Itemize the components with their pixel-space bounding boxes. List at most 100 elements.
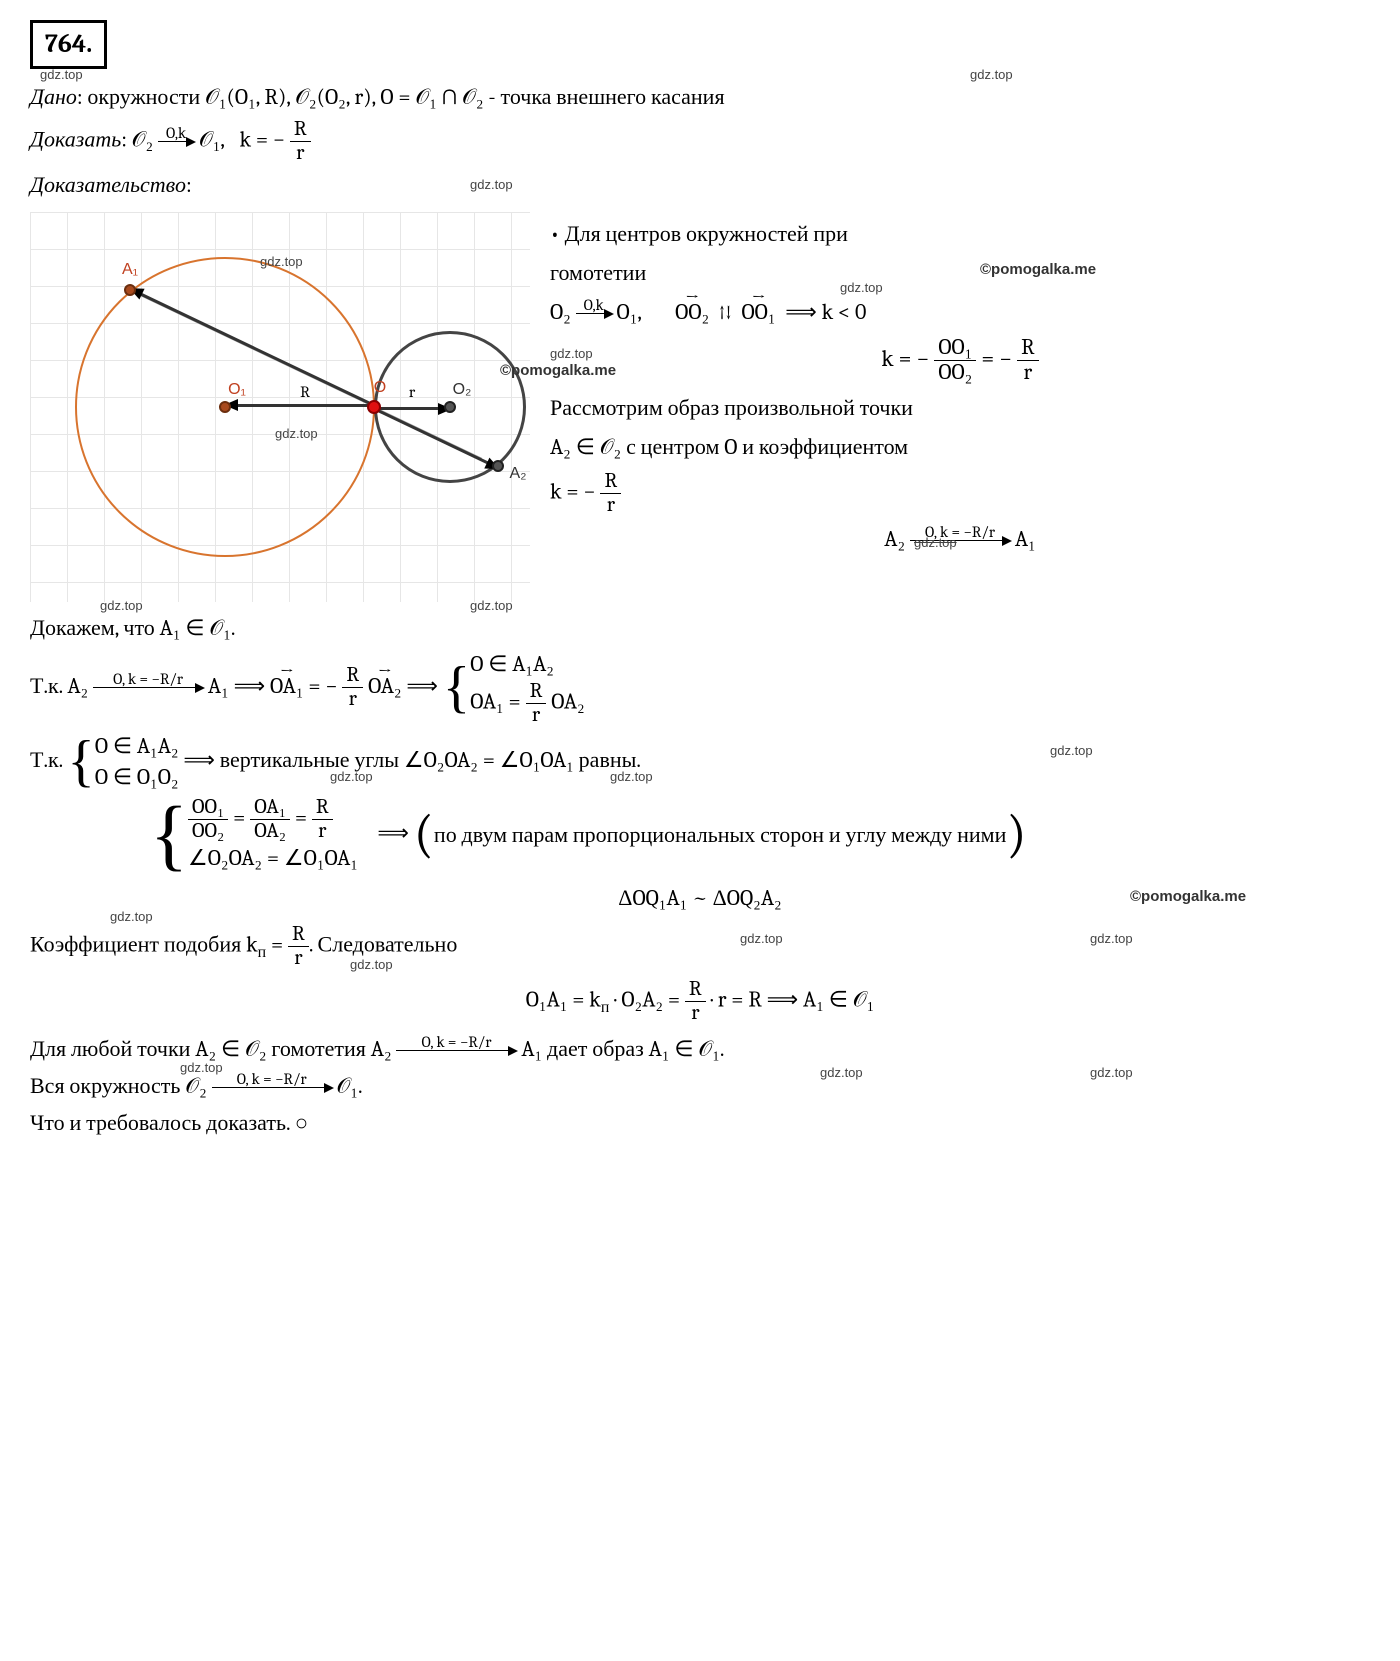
k-den: r [290, 142, 311, 165]
k-pre: k = − [881, 345, 929, 372]
s3-p1: по двум парам пропорциональных [434, 822, 755, 848]
kf-mid: = − [981, 345, 1012, 372]
s3-n2: OA₁ [250, 796, 290, 820]
tk1-fn: R [342, 664, 363, 688]
whole-to: 𝒪₁ [337, 1073, 359, 1099]
point-o1 [219, 401, 231, 413]
r-l1: • Для центров окружностей при [550, 218, 1370, 251]
vec-oa2: OA₂ [368, 670, 401, 703]
coef-post: . Следовательно [309, 932, 458, 958]
label-o1: O₁ [228, 378, 246, 402]
wm-pmg: ©pomogalka.me [980, 259, 1096, 282]
wm-gdz: gdz.top [740, 929, 783, 949]
prove-from: 𝒪₂ [132, 127, 154, 153]
s3-r2: ∠O₂OA₂ = ∠O₁OA₁ [188, 843, 358, 874]
prove-line: Доказать: 𝒪₂ O,k 𝒪₁, k = − Rr [30, 118, 1370, 165]
fe-d: r [685, 1002, 706, 1025]
label-R: R [300, 380, 310, 404]
given-o2: 𝒪₂(O₂, r) [295, 84, 372, 110]
vec-oo1: OO₁ [741, 296, 775, 329]
proof-label-line: Доказательство: gdz.top [30, 169, 1370, 202]
kag-d: r [600, 494, 621, 517]
fe-l: O₁A₁ = k [526, 987, 601, 1013]
given-label: Дано [30, 84, 77, 110]
consider1: Рассмотрим образ произвольной точки [550, 392, 1370, 425]
arrow-over: O,k [158, 122, 194, 145]
similar-triangles: ΔOQ₁A₁ ~ ΔOQ₂A₂ [618, 885, 781, 911]
wm-gdz: gdz.top [914, 533, 957, 553]
kf-d1: OO₂ [934, 361, 976, 385]
kf-d2: r [1017, 361, 1038, 385]
wm-gdz: gdz.top [40, 65, 83, 85]
fe-m1: · O₂A₂ = [609, 987, 685, 1013]
fe-n: R [685, 978, 706, 1002]
wm-gdz: gdz.top [840, 278, 883, 298]
kf-n2: R [1017, 336, 1038, 361]
s3-p2: сторон и углу между ними [760, 822, 1006, 848]
r-l2: гомотетии [550, 260, 646, 286]
k-eq: k = − [239, 127, 285, 153]
wm-gdz: gdz.top [970, 65, 1013, 85]
tk1-s2n: R [526, 680, 547, 704]
geometry-diagram: A₁ O₁ O O₂ A₂ R r gdz.top gdz.top [30, 212, 530, 602]
label-r-small: r [409, 380, 415, 404]
a2a1-from: A₂ [884, 526, 905, 552]
any-to: A₁ [521, 1036, 542, 1062]
right-column: • Для центров окружностей при гомотетии … [550, 212, 1370, 562]
tk2-sys1: O ∈ A₁A₂ [95, 731, 179, 762]
s3-n3: R [312, 796, 333, 820]
tk2-impl: ⟹ вертикальные углы ∠O₂OA₂ = ∠O₁OA₁ равн… [183, 747, 641, 773]
tk1-fd: r [342, 688, 363, 711]
tk1-impl2: ⟹ [406, 673, 442, 699]
s3-impl: ⟹ [373, 820, 414, 846]
tk1-sys1: O ∈ A₁A₂ [470, 649, 585, 680]
wm-gdz: gdz.top [1050, 741, 1093, 761]
s3-eq1: = [233, 805, 250, 831]
cmap-over: O,k [576, 294, 612, 317]
s3-eq2: = [295, 805, 312, 831]
impl-kneg: ⟹ k < 0 [785, 299, 866, 325]
coef-eq: = [266, 932, 288, 958]
cmap-from: O₂ [550, 299, 571, 325]
any-from: A₂ [371, 1036, 392, 1062]
arrow-r-small [374, 407, 450, 410]
wm-gdz: gdz.top [470, 596, 513, 616]
wm-gdz: gdz.top [260, 252, 303, 272]
given-line: gdz.top gdz.top Дано: окружности 𝒪₁(O₁, … [30, 81, 1370, 114]
point-o2 [444, 401, 456, 413]
problem-number: 764. [30, 20, 107, 69]
wm-gdz: gdz.top [1090, 929, 1133, 949]
arrow-r [226, 404, 374, 407]
any-over: O, k = −R/r [396, 1031, 516, 1054]
label-a1: A₁ [122, 258, 138, 282]
tk1-impl1: ⟹ [234, 673, 270, 699]
label-a2: A₂ [510, 462, 527, 486]
wm-gdz: gdz.top [275, 424, 318, 444]
prove-a1: Докажем, что A₁ ∈ 𝒪₁. [30, 615, 235, 641]
qed: Что и требовалось доказать. ○ [30, 1107, 1370, 1140]
wm-gdz: gdz.top [330, 767, 373, 787]
point-o [367, 400, 381, 414]
consider2a: A₂ ∈ 𝒪₂ [550, 434, 621, 460]
coef-n: R [288, 923, 309, 947]
given-t2: , O = 𝒪₁ ∩ 𝒪₂ - точка внешнего касания [372, 84, 725, 110]
s3-d2: OA₂ [250, 820, 290, 843]
tk2-sys2: O ∈ O₁O₂ [95, 762, 179, 793]
tk1-sys2b: OA₂ [551, 688, 584, 714]
wm-gdz: gdz.top [110, 907, 153, 927]
wm-gdz: gdz.top [350, 955, 393, 975]
tk1-pre: Т.к. [30, 673, 67, 699]
kag-pre: k = − [550, 478, 596, 504]
tk2-pre: Т.к. [30, 747, 67, 773]
given-t1: : окружности [77, 84, 205, 110]
tk1-from: A₂ [67, 673, 88, 699]
prove-to: 𝒪₁ [199, 127, 221, 153]
point-a2 [492, 460, 504, 472]
coef-sub: п [258, 943, 266, 961]
vec-oa1: OA₁ [270, 670, 303, 703]
tk1-s2d: r [526, 704, 547, 727]
prove-label: Доказать [30, 127, 121, 153]
tk1-sys2a: OA₁ = [470, 688, 525, 714]
whole-post: . [358, 1073, 363, 1099]
s3-d1: OO₂ [188, 820, 228, 843]
